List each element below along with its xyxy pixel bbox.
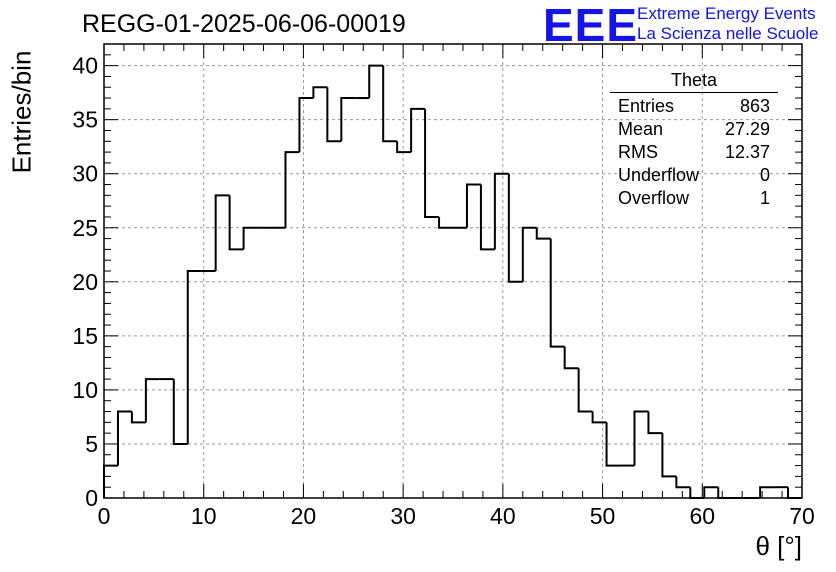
stat-value: 1 [759, 188, 770, 208]
histogram-bin [298, 97, 314, 153]
x-tick-label: 10 [191, 503, 217, 529]
y-tick-label: 40 [72, 53, 98, 79]
histogram-bin [144, 378, 160, 423]
x-tick-label: 40 [490, 503, 516, 529]
histogram-bin [535, 227, 551, 240]
stat-value: 12.37 [724, 142, 770, 162]
histogram-bin [326, 87, 342, 143]
y-tick-label: 20 [72, 269, 98, 295]
eee-logo: EEE [543, 0, 639, 51]
histogram-bin [549, 238, 565, 348]
histogram-bin [787, 487, 802, 499]
histogram-bin [214, 194, 230, 271]
y-tick-label: 15 [72, 323, 98, 349]
stats-title: Theta [610, 70, 778, 93]
histogram-bin [507, 173, 523, 283]
stat-label: Mean [618, 119, 664, 139]
histogram-bin [661, 433, 677, 478]
histogram-bin [103, 464, 118, 498]
histogram-bin [675, 476, 691, 489]
x-tick-label: 60 [689, 503, 715, 529]
y-tick-label: 25 [72, 215, 98, 241]
histogram-bin [438, 216, 453, 229]
y-tick-label: 5 [85, 431, 98, 457]
stat-value: 863 [739, 96, 770, 116]
x-tick-label: 20 [291, 503, 317, 529]
axes [103, 43, 803, 499]
histogram-bin [410, 107, 426, 153]
x-tick-label: 50 [590, 503, 616, 529]
histogram-bin [284, 151, 300, 228]
y-tick-label: 30 [72, 161, 98, 187]
stat-label: Entries [618, 96, 675, 116]
stat-value: 27.29 [724, 119, 770, 139]
stat-row-rms: RMS 12.37 [610, 141, 778, 164]
logo-caption-line1: Extreme Energy Events [637, 4, 816, 23]
histogram-bin [465, 183, 481, 228]
stat-label: Underflow [618, 165, 700, 185]
histogram-bin [424, 108, 440, 218]
stat-row-mean: Mean 27.29 [610, 118, 778, 141]
x-tick-label: 30 [390, 503, 416, 529]
x-tick-label: 0 [98, 503, 111, 529]
histogram-bin [563, 346, 579, 370]
histogram-bin [340, 97, 356, 142]
histogram-bin [717, 487, 733, 499]
histogram-bin [605, 422, 621, 467]
statistics-box: Theta Entries 863 Mean 27.29 RMS 12.37 U… [610, 70, 778, 210]
histogram-bin [312, 86, 328, 99]
stat-row-entries: Entries 863 [610, 95, 778, 118]
y-tick-label: 35 [72, 107, 98, 133]
stat-label: RMS [618, 142, 658, 162]
stat-value: 0 [759, 165, 770, 185]
histogram-bin [368, 64, 384, 99]
histogram-bin [479, 184, 495, 251]
histogram-bin [577, 368, 593, 413]
stat-row-overflow: Overflow 1 [610, 187, 778, 210]
histogram-bin [703, 486, 719, 498]
logo-caption-line2: La Scienza nelle Scuole [637, 24, 819, 43]
y-tick-label: 0 [85, 485, 98, 511]
histogram-bin [396, 141, 412, 154]
histogram-bin [633, 410, 649, 466]
stat-row-underflow: Underflow 0 [610, 164, 778, 187]
x-axis-label: θ [°] [755, 531, 802, 561]
histogram-bin [242, 226, 258, 250]
stat-label: Overflow [618, 188, 690, 208]
histogram-bin [130, 411, 146, 424]
plot-title: REGG-01-2025-06-06-00019 [82, 10, 406, 38]
histogram-bin [493, 172, 509, 250]
histogram-bin [591, 411, 607, 424]
y-tick-label: 10 [72, 377, 98, 403]
histogram-bin [521, 226, 537, 282]
histogram-bin [228, 195, 244, 251]
histogram-bin [647, 411, 663, 435]
y-axis-label: Entries/bin [6, 50, 37, 174]
histogram-bin [186, 270, 202, 444]
histogram-bin [382, 65, 398, 143]
histogram-series [103, 64, 802, 499]
histogram-bin [759, 486, 775, 498]
histogram-bin [172, 379, 188, 445]
x-tick-label: 70 [789, 503, 815, 529]
histogram-bin [116, 410, 132, 466]
